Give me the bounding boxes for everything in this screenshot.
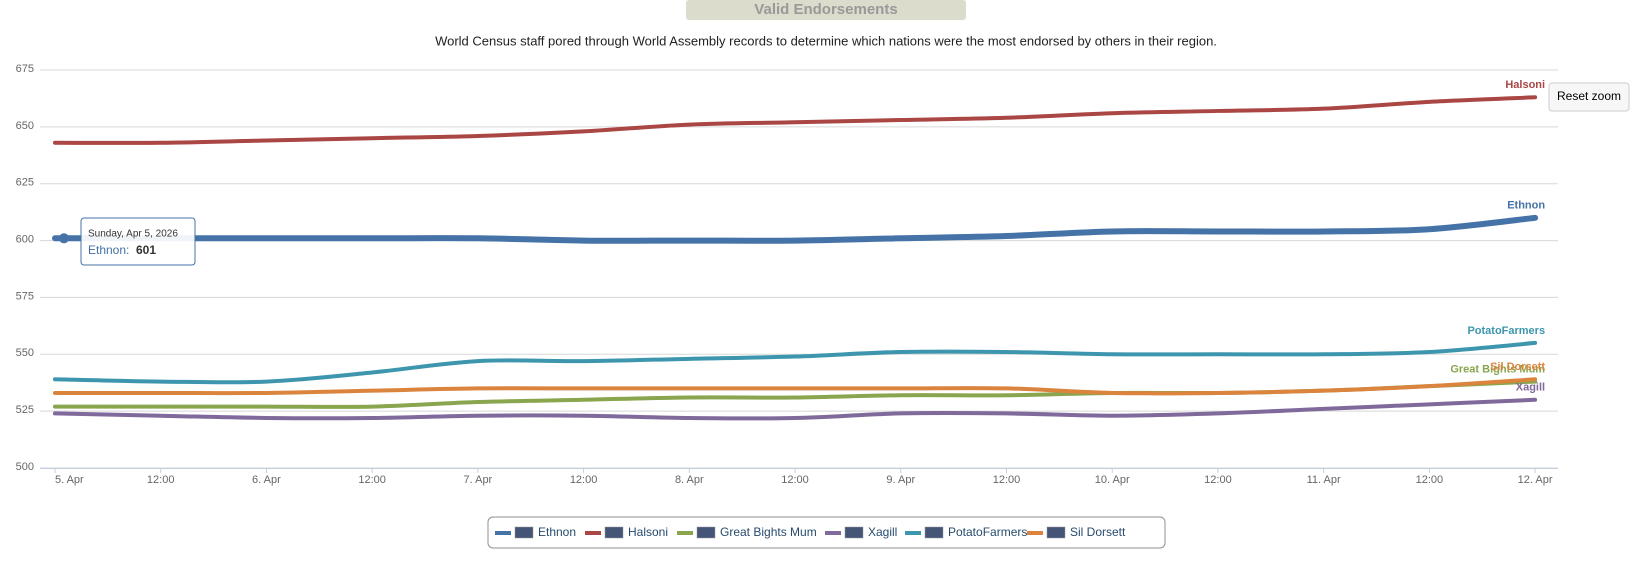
chart-subtitle: World Census staff pored through World A… [435, 33, 1217, 48]
tooltip: Sunday, Apr 5, 2026 Ethnon: 601 [80, 217, 196, 266]
x-tick-label: 12:00 [358, 474, 386, 486]
legend-label: Great Bights Mum [720, 525, 817, 539]
x-tick-label: 12:00 [993, 474, 1021, 486]
x-tick-label: 12:00 [570, 474, 598, 486]
y-tick-label: 525 [16, 404, 34, 416]
hover-marker [58, 233, 69, 244]
x-tick-label: 12:00 [781, 474, 809, 486]
legend-flag [696, 526, 716, 539]
y-tick-label: 600 [16, 233, 34, 245]
lines [51, 95, 1539, 421]
legend-label: Halsoni [628, 525, 668, 539]
x-tick-label: 8. Apr [675, 474, 704, 486]
x-tick-label: 12. Apr [1518, 474, 1553, 486]
x-tick-label: 6. Apr [252, 474, 281, 486]
x-tick-label: 9. Apr [886, 474, 915, 486]
x-tick-label: 11. Apr [1307, 474, 1341, 486]
y-tick-label: 625 [16, 177, 34, 189]
series-line [52, 397, 1538, 421]
legend-label: Ethnon [538, 525, 576, 539]
x-tick-label: 7. Apr [463, 474, 492, 486]
end-labels: Ethnon Halsoni Great Bights Mum Xagill Potat… [1450, 79, 1545, 393]
tooltip-header: Sunday, Apr 5, 2026 [88, 229, 178, 240]
legend-flag [514, 526, 534, 539]
reset-zoom-label[interactable]: Reset zoom [1557, 89, 1621, 103]
title-box [686, 0, 966, 20]
series-line [51, 214, 1539, 244]
tooltip-value: 601 [136, 243, 156, 257]
series-end-label: Sil Dorsett [1490, 361, 1545, 373]
series-line [52, 377, 1538, 396]
series-end-label: PotatoFarmers [1467, 325, 1545, 337]
tooltip-box [80, 217, 196, 266]
legend-flag [844, 526, 864, 539]
series-end-label: Great Bights Mum [1450, 363, 1545, 375]
legend: Ethnon Halsoni Great Bights Mum Xagill Potat… [495, 525, 1126, 539]
series-end-label: Xagill [1516, 382, 1545, 394]
x-tick-label: 12:00 [147, 474, 175, 486]
y-tick-label: 650 [16, 120, 34, 132]
series-line [52, 95, 1538, 145]
y-tick-label: 575 [16, 290, 34, 302]
x-tick-label: 5. Apr [55, 474, 84, 486]
series-end-label: Ethnon [1507, 200, 1545, 212]
y-tick-label: 550 [16, 347, 34, 359]
tooltip-series: Ethnon: [88, 243, 129, 257]
y-tick-label: 500 [16, 461, 34, 473]
series-end-label: Halsoni [1505, 79, 1545, 91]
x-tick-label: 12:00 [1204, 474, 1232, 486]
chart-title: Valid Endorsements [754, 1, 897, 18]
x-tick-label: 12:00 [1416, 474, 1444, 486]
x-tick-label: 10. Apr [1095, 474, 1130, 486]
legend-label: Sil Dorsett [1070, 525, 1126, 539]
legend-flag [1046, 526, 1066, 539]
legend-label: PotatoFarmers [948, 525, 1027, 539]
legend-flag [924, 526, 944, 539]
reset-zoom-button[interactable]: Reset zoom [1548, 82, 1630, 112]
legend-label: Xagill [868, 525, 897, 539]
grid: 500 525 550 575 600 625 650 675 5. Apr 12:00 6. Ap… [16, 63, 1558, 486]
series-line [52, 340, 1538, 385]
legend-flag [604, 526, 624, 539]
y-tick-label: 675 [16, 63, 34, 75]
reset-zoom-box[interactable] [1548, 82, 1630, 112]
